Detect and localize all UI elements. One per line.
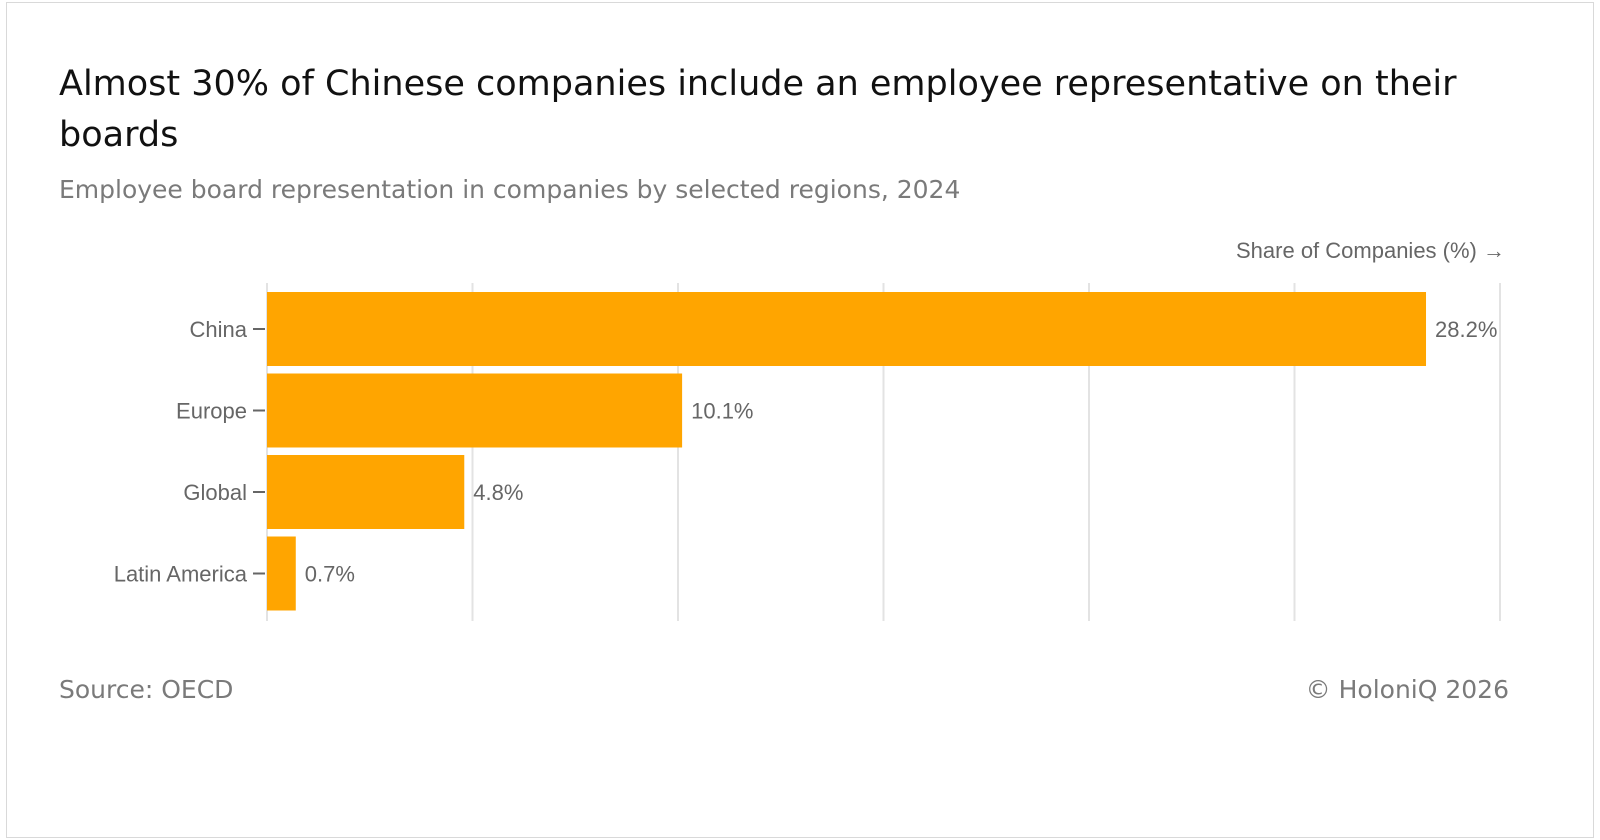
bar-europe[interactable]	[267, 373, 683, 448]
chart-subtitle: Employee board representation in compani…	[59, 175, 961, 204]
y-tick-label: Global	[183, 480, 247, 505]
data-label: 10.1%	[691, 399, 753, 424]
data-label: 0.7%	[305, 562, 355, 587]
bar-latin-america[interactable]	[267, 536, 296, 611]
copyright-note: © HoloniQ 2026	[1305, 675, 1509, 704]
y-tick-label: China	[190, 317, 248, 342]
bar-chart: China 28.2% Europe 10.1% Global 4.8% Latin Ame…	[114, 238, 1505, 621]
bar-global[interactable]	[267, 455, 465, 529]
x-axis-title: Share of Companies (%) →	[1236, 238, 1505, 263]
chart-title: Almost 30% of Chinese companies include …	[59, 64, 1457, 155]
chart-card: Almost 30% of Chinese companies include …	[6, 2, 1594, 838]
labels: China 28.2% Europe 10.1% Global 4.8% Latin Ame…	[114, 317, 1498, 587]
y-tick-label: Europe	[176, 399, 247, 424]
y-tick-label: Latin America	[114, 562, 248, 587]
bar-china[interactable]	[267, 292, 1427, 366]
data-label: 28.2%	[1435, 317, 1497, 342]
bars	[267, 292, 1427, 611]
data-label: 4.8%	[473, 480, 523, 505]
source-note: Source: OECD	[59, 675, 234, 704]
